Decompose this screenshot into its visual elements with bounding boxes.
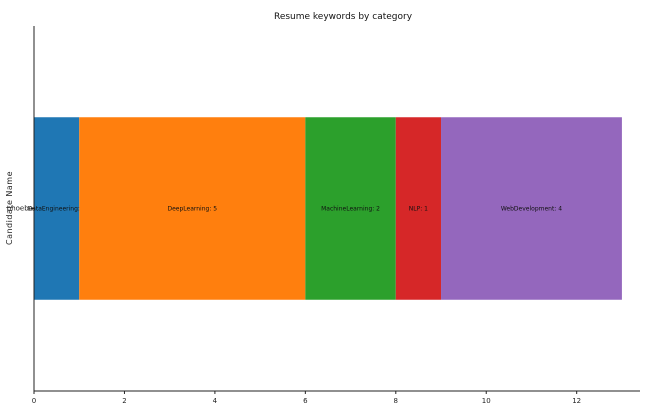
y-axis-ticks: phoebe	[7, 205, 34, 213]
bar-segment-webdevelopment	[441, 117, 622, 300]
bar-segment-machinelearning	[305, 117, 396, 300]
bar-segments: DataEngineering: 1 DeepLearning: 5 Machine…	[28, 117, 622, 300]
y-axis-label: Candidate Name	[5, 171, 14, 245]
x-tick-label: 4	[213, 397, 218, 405]
x-tick-label: 10	[482, 397, 491, 405]
x-tick-label: 6	[303, 397, 308, 405]
data-label-nlp: NLP: 1	[409, 206, 428, 213]
x-tick-label: 12	[572, 397, 581, 405]
y-tick-label: phoebe	[7, 205, 33, 213]
bar-segment-dataengineering	[34, 117, 80, 300]
bar-segment-deeplearning	[79, 117, 306, 300]
data-label-dataengineering: DataEngineering: 1	[28, 206, 86, 213]
data-label-deeplearning: DeepLearning: 5	[167, 206, 217, 213]
data-label-webdevelopment: WebDevelopment: 4	[501, 206, 562, 213]
x-tick-label: 0	[32, 397, 36, 405]
data-label-machinelearning: MachineLearning: 2	[321, 206, 380, 213]
x-tick-label: 8	[394, 397, 398, 405]
x-tick-label: 2	[122, 397, 126, 405]
bar-segment-nlp	[395, 117, 442, 300]
x-axis-ticks: 0 2 4 6 8 10 12	[32, 391, 581, 405]
chart-title: Resume keywords by category	[274, 12, 413, 22]
